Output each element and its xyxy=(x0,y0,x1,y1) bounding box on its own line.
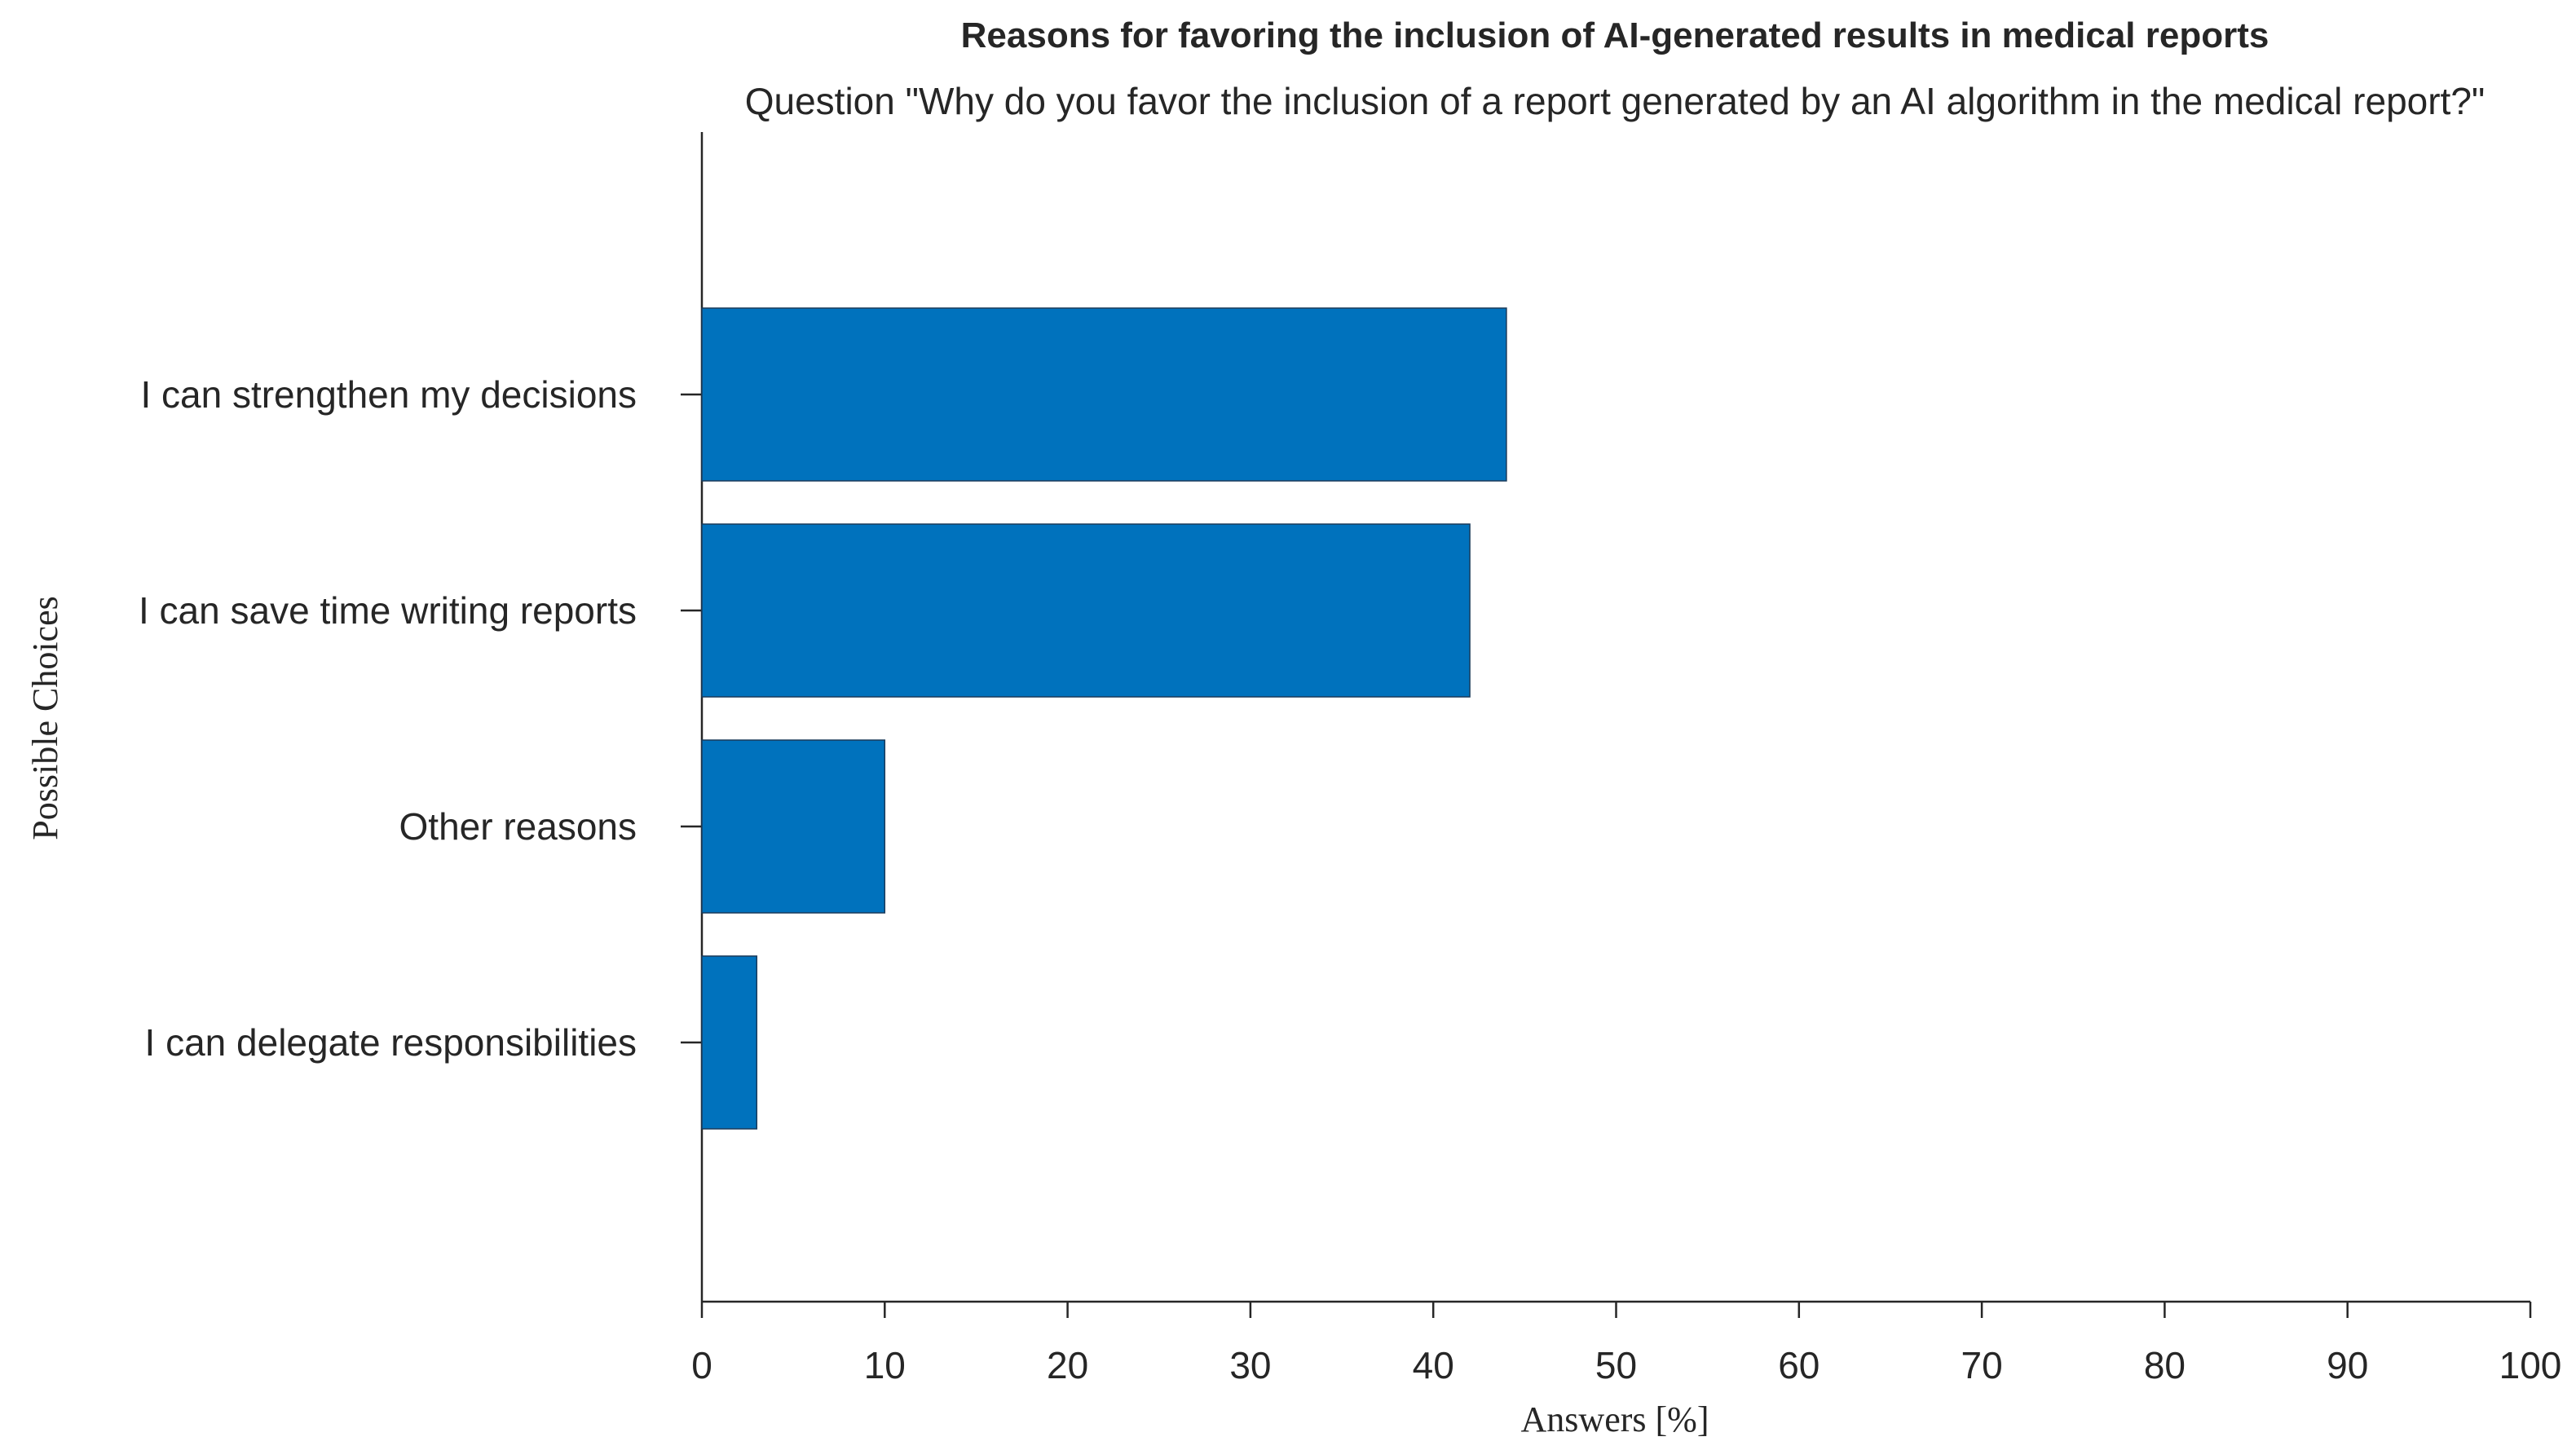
x-tick-label: 100 xyxy=(2499,1344,2562,1386)
x-tick-label: 70 xyxy=(1961,1344,2003,1386)
x-tick-label: 20 xyxy=(1047,1344,1088,1386)
x-tick-label: 10 xyxy=(864,1344,906,1386)
x-tick-label: 0 xyxy=(691,1344,712,1386)
y-tick-label: Other reasons xyxy=(399,805,637,848)
x-axis-label: Answers [%] xyxy=(1521,1399,1709,1439)
x-tick-label: 50 xyxy=(1595,1344,1637,1386)
x-tick-label: 40 xyxy=(1413,1344,1454,1386)
x-tick-label: 30 xyxy=(1229,1344,1271,1386)
bar xyxy=(701,523,1471,698)
bar xyxy=(701,955,758,1130)
y-tick-label: I can strengthen my decisions xyxy=(140,373,637,416)
chart-title: Reasons for favoring the inclusion of AI… xyxy=(961,15,2269,55)
bar xyxy=(701,739,886,914)
x-tick-label: 60 xyxy=(1778,1344,1820,1386)
y-tick-label: I can save time writing reports xyxy=(139,589,637,632)
y-tick-label: I can delegate responsibilities xyxy=(145,1021,637,1064)
bar xyxy=(701,307,1507,482)
chart-subtitle: Question "Why do you favor the inclusion… xyxy=(745,80,2486,122)
x-tick-label: 90 xyxy=(2327,1344,2368,1386)
y-axis-label: Possible Choices xyxy=(25,596,65,840)
x-tick-label: 80 xyxy=(2144,1344,2186,1386)
